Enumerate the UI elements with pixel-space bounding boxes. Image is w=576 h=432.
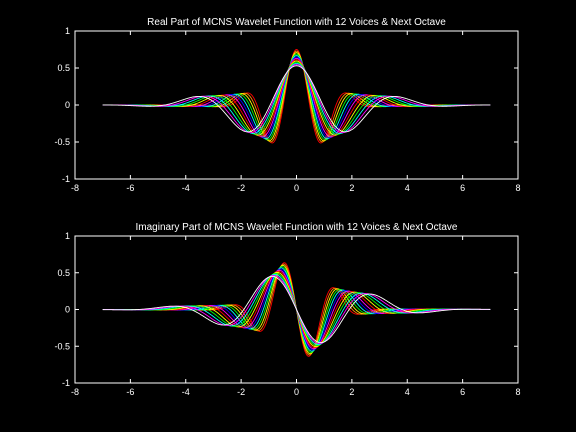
- x-tick-label: -6: [126, 183, 134, 193]
- real-part-ticks: -8 -6 -4 -2 0 2 4 6 8 1 0.5 0 -0.5 -1: [54, 26, 520, 193]
- imaginary-part-series: [102, 262, 491, 357]
- x-tick-label: 6: [460, 183, 465, 193]
- x-tick-label: -4: [182, 183, 190, 193]
- voice-curve: [102, 62, 491, 134]
- voice-curve: [102, 56, 491, 139]
- x-tick-label: -8: [71, 183, 79, 193]
- y-tick-label: 0: [65, 305, 70, 315]
- voice-curve: [102, 57, 491, 138]
- x-tick-label: 8: [515, 183, 520, 193]
- x-tick-label: 4: [405, 183, 410, 193]
- x-tick-label: 0: [294, 387, 299, 397]
- real-part-series: [102, 49, 491, 144]
- x-tick-label: 4: [405, 387, 410, 397]
- voice-curve: [102, 275, 491, 344]
- y-tick-label: 0.5: [57, 268, 70, 278]
- imaginary-part-title: Imaginary Part of MCNS Wavelet Function …: [136, 222, 458, 233]
- x-tick-label: 0: [294, 183, 299, 193]
- x-tick-label: -6: [126, 387, 134, 397]
- y-tick-label: 0.5: [57, 63, 70, 73]
- y-tick-label: 0: [65, 100, 70, 110]
- real-part-panel: Real Part of MCNS Wavelet Function with …: [54, 17, 520, 193]
- x-tick-label: -8: [71, 387, 79, 397]
- y-tick-label: -1: [62, 174, 70, 184]
- imaginary-part-ticks: -8 -6 -4 -2 0 2 4 6 8 1 0.5 0 -0.5 -1: [54, 231, 520, 397]
- x-tick-label: -4: [182, 387, 190, 397]
- y-tick-label: -0.5: [54, 137, 70, 147]
- voice-curve: [102, 61, 491, 135]
- x-tick-label: -2: [237, 387, 245, 397]
- y-tick-label: -0.5: [54, 341, 70, 351]
- imaginary-part-panel: Imaginary Part of MCNS Wavelet Function …: [54, 222, 520, 397]
- voice-curve: [102, 59, 491, 137]
- x-tick-label: 6: [460, 387, 465, 397]
- real-part-title: Real Part of MCNS Wavelet Function with …: [147, 17, 446, 28]
- x-tick-label: 2: [349, 183, 354, 193]
- x-tick-label: 2: [349, 387, 354, 397]
- y-tick-label: 1: [65, 26, 70, 36]
- voice-curve: [102, 55, 491, 140]
- y-tick-label: 1: [65, 231, 70, 241]
- voice-curve: [102, 65, 491, 133]
- x-tick-label: 8: [515, 387, 520, 397]
- voice-curve: [102, 53, 491, 141]
- voice-curve: [102, 60, 491, 136]
- voice-curve: [102, 64, 491, 134]
- y-tick-label: -1: [62, 378, 70, 388]
- x-tick-label: -2: [237, 183, 245, 193]
